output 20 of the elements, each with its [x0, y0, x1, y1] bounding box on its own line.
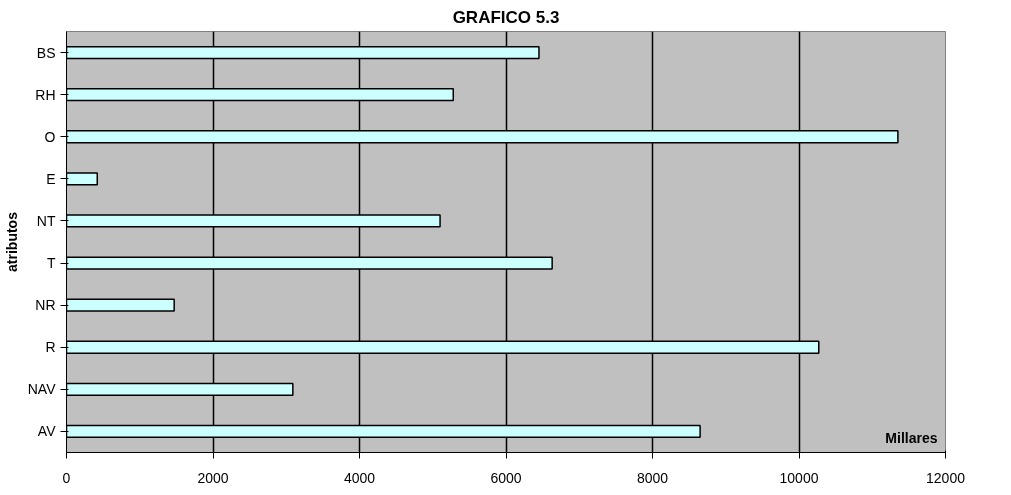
- y-tick-label: RH: [35, 86, 56, 103]
- y-tick-label: NR: [35, 297, 56, 314]
- y-tick-label: E: [46, 170, 56, 187]
- x-tick-label: 12000: [926, 469, 966, 486]
- y-tick-label: O: [44, 128, 56, 145]
- y-tick-label: T: [46, 255, 56, 272]
- y-tick-label: AV: [37, 423, 57, 440]
- x-tick-label: 6000: [490, 469, 522, 486]
- x-axis-title: Millares: [885, 430, 938, 447]
- y-tick-label: NT: [36, 212, 56, 229]
- y-tick-label: R: [45, 339, 56, 356]
- y-tick-label: BS: [36, 44, 56, 61]
- y-axis-title: atributos: [3, 211, 20, 272]
- x-tick-label: 10000: [779, 469, 819, 486]
- chart-title: GRAFICO 5.3: [452, 7, 560, 27]
- x-tick-label: 2000: [197, 469, 229, 486]
- x-tick-label: 4000: [343, 469, 376, 486]
- y-tick-label: NAV: [27, 381, 57, 398]
- x-tick-label: 8000: [636, 469, 669, 486]
- x-tick-label: 0: [62, 469, 71, 486]
